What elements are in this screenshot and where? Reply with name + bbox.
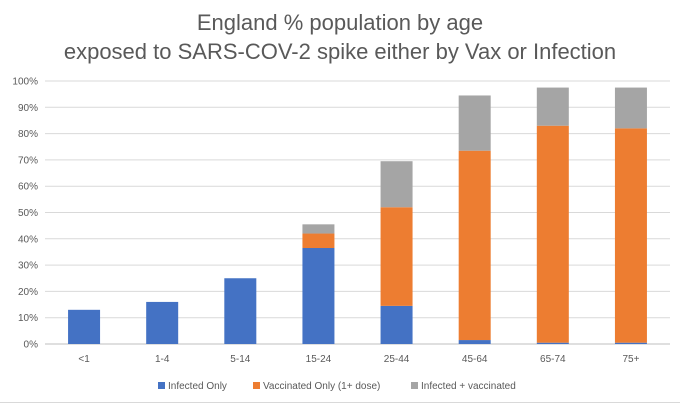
bar-45-64-infected-vaccinated	[458, 95, 491, 151]
bar-75+-infected-vaccinated	[614, 87, 647, 129]
bar-1-4-infected-only	[146, 301, 179, 344]
x-tick-label: 65-74	[540, 354, 566, 365]
chart-title-line-1: England % population by age	[197, 10, 483, 35]
legend-item: Infected Only	[158, 381, 227, 392]
bar-75+-infected-only	[614, 342, 647, 344]
y-tick-label: 50%	[18, 208, 38, 219]
x-tick-label: 45-64	[462, 354, 488, 365]
bars	[68, 87, 647, 344]
chart-title-line-2: exposed to SARS-COV-2 spike either by Va…	[64, 39, 616, 64]
bar-<1-infected-only	[68, 309, 101, 344]
legend-label: Vaccinated Only (1+ dose)	[263, 381, 380, 392]
legend-swatch	[253, 382, 260, 389]
y-tick-label: 10%	[18, 313, 38, 324]
y-tick-label: 20%	[18, 287, 38, 298]
y-tick-label: 100%	[12, 77, 38, 88]
bar-25-44-infected-only	[380, 305, 413, 344]
bar-15-24-vaccinated-only-1-dose-	[302, 233, 335, 249]
legend-label: Infected + vaccinated	[421, 381, 516, 392]
bottom-divider	[0, 402, 680, 403]
x-tick-label: 15-24	[306, 354, 332, 365]
bar-25-44-infected-vaccinated	[380, 161, 413, 208]
bar-65-74-infected-only	[536, 342, 569, 344]
y-axis: 0% 10% 20% 30% 40% 50% 60% 70% 80% 90% 100%	[12, 77, 38, 351]
legend-label: Infected Only	[168, 381, 227, 392]
x-tick-label: <1	[78, 354, 90, 365]
legend-swatch	[158, 382, 165, 389]
x-axis: <1 1-4 5-14 15-24 25-44 45-64 65-74 75+	[78, 354, 639, 365]
bar-75+-vaccinated-only-1-dose-	[614, 128, 647, 343]
x-tick-label: 75+	[622, 354, 639, 365]
bar-15-24-infected-vaccinated	[302, 224, 335, 234]
y-tick-label: 70%	[18, 155, 38, 166]
y-tick-label: 60%	[18, 182, 38, 193]
x-tick-label: 25-44	[384, 354, 410, 365]
y-tick-label: 40%	[18, 234, 38, 245]
bar-45-64-infected-only	[458, 340, 491, 344]
bar-15-24-infected-only	[302, 248, 335, 344]
y-tick-label: 30%	[18, 261, 38, 272]
y-tick-label: 0%	[24, 340, 39, 351]
bar-25-44-vaccinated-only-1-dose-	[380, 207, 413, 306]
gridlines	[45, 80, 670, 345]
legend-item: Vaccinated Only (1+ dose)	[253, 381, 380, 392]
bar-65-74-vaccinated-only-1-dose-	[536, 125, 569, 343]
legend-item: Infected + vaccinated	[411, 381, 516, 392]
legend: Infected Only Vaccinated Only (1+ dose) In…	[158, 381, 516, 392]
bar-65-74-infected-vaccinated	[536, 87, 569, 126]
x-tick-label: 5-14	[230, 354, 250, 365]
y-tick-label: 80%	[18, 129, 38, 140]
bar-45-64-vaccinated-only-1-dose-	[458, 150, 491, 341]
x-tick-label: 1-4	[155, 354, 170, 365]
legend-swatch	[411, 382, 418, 389]
y-tick-label: 90%	[18, 103, 38, 114]
bar-5-14-infected-only	[224, 278, 257, 344]
